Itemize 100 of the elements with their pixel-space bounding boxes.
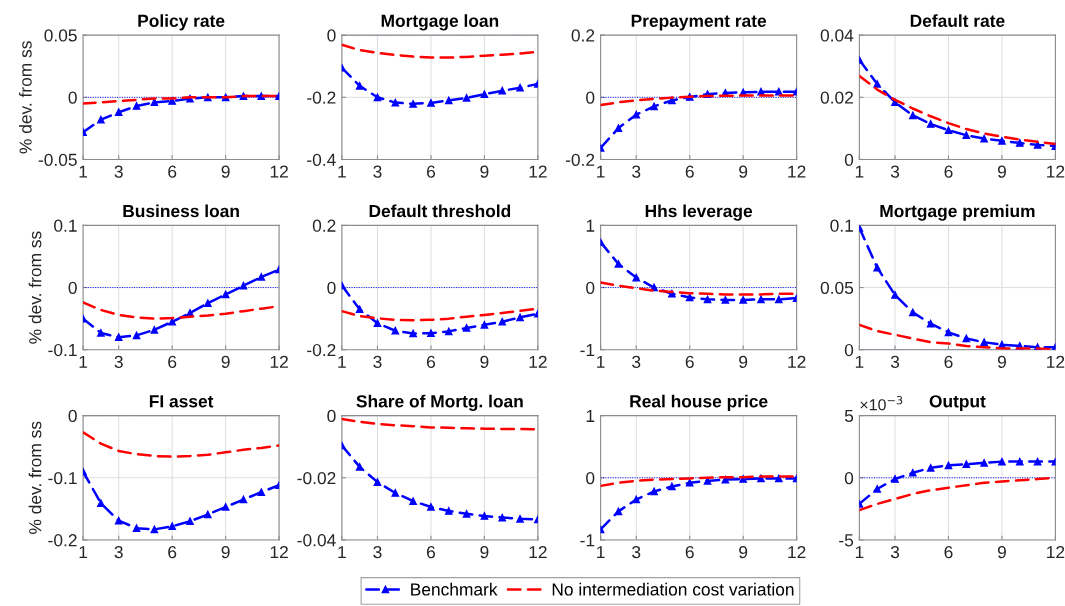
- x-tick-label: 6: [685, 165, 694, 178]
- y-tick-label: 0.2: [571, 29, 595, 42]
- y-tick-label: 0: [586, 471, 595, 485]
- x-tick-label: 12: [529, 355, 547, 368]
- x-tick-label: 12: [1047, 545, 1065, 559]
- x-tick-label: 12: [788, 355, 806, 368]
- x-tick-label: 6: [427, 355, 436, 369]
- x-tick-label: 12: [788, 165, 806, 178]
- x-tick-label: 6: [427, 545, 436, 559]
- y-tick-label: 0: [68, 409, 77, 423]
- y-axis-title: % dev. from ss: [28, 231, 42, 344]
- x-tick-label: 9: [997, 165, 1006, 178]
- y-tick-label: 0.1: [54, 219, 77, 232]
- x-tick-label: 3: [890, 545, 900, 559]
- y-tick-label: 0: [327, 29, 336, 42]
- y-tick-label: -0.2: [307, 91, 336, 104]
- x-tick-label: 1: [855, 546, 864, 559]
- y-tick-label: 0: [586, 281, 595, 295]
- x-tick-label: 12: [529, 545, 547, 559]
- y-tick-label: 1: [586, 219, 595, 232]
- y-tick-label: 0: [327, 409, 336, 423]
- y-tick-label: -0.05: [38, 153, 77, 166]
- y-tick-label: 5: [844, 409, 854, 423]
- x-tick-label: 12: [529, 165, 547, 178]
- y-tick-label: -0.04: [297, 534, 336, 547]
- x-tick-label: 9: [480, 355, 489, 369]
- x-tick-label: 9: [739, 545, 748, 559]
- x-tick-label: 1: [79, 355, 88, 368]
- x-tick-label: 3: [114, 545, 123, 559]
- chart-title: FI asset: [149, 395, 214, 408]
- chart-title: Prepayment rate: [631, 14, 767, 31]
- chart-title: Policy rate: [138, 14, 225, 31]
- x-tick-label: 6: [685, 355, 694, 369]
- chart-title: Mortgage loan: [381, 14, 499, 31]
- chart-title: Share of Mortg. loan: [356, 394, 523, 411]
- y-tick-label: 0: [844, 343, 854, 357]
- x-tick-label: 9: [221, 165, 230, 178]
- chart-title: Hhs leverage: [645, 204, 753, 221]
- y-tick-label: 0.05: [820, 281, 854, 295]
- chart-title: Default threshold: [369, 204, 511, 218]
- x-tick-label: 6: [168, 545, 177, 559]
- x-tick-label: 6: [168, 355, 177, 369]
- x-tick-label: 1: [855, 355, 864, 368]
- x-tick-label: 12: [1047, 355, 1065, 368]
- x-tick-label: 3: [373, 355, 382, 369]
- x-tick-label: 1: [79, 165, 88, 178]
- y-tick-label: -0.2: [48, 534, 77, 547]
- x-tick-label: 12: [270, 165, 288, 178]
- y-axis-title: % dev. from ss: [18, 41, 32, 154]
- y-tick-label: -0.2: [307, 343, 336, 357]
- y-tick-label: 0: [68, 91, 77, 104]
- x-tick-label: 6: [168, 165, 177, 178]
- y-tick-label: 0.1: [830, 219, 853, 232]
- chart-title: Default rate: [910, 14, 1005, 27]
- x-tick-label: 9: [739, 355, 748, 369]
- x-tick-label: 9: [739, 165, 748, 178]
- x-tick-label: 1: [338, 546, 346, 559]
- y-tick-label: 0.02: [820, 91, 853, 104]
- y-tick-label: 0: [844, 471, 854, 485]
- x-tick-label: 3: [373, 545, 382, 559]
- y-tick-label: 0: [327, 281, 336, 295]
- x-tick-label: 1: [79, 546, 88, 559]
- x-tick-label: 9: [997, 545, 1006, 559]
- x-tick-label: 9: [221, 545, 230, 559]
- legend-label: Benchmark: [411, 582, 498, 596]
- x-tick-label: 12: [270, 545, 288, 559]
- x-tick-label: 1: [338, 165, 346, 178]
- x-tick-label: 6: [685, 545, 694, 559]
- x-tick-label: 9: [997, 355, 1006, 369]
- x-tick-label: 1: [597, 546, 605, 559]
- y-tick-label: -0.1: [48, 343, 77, 357]
- y-tick-label: -0.2: [565, 153, 595, 166]
- x-tick-label: 1: [597, 165, 605, 178]
- y-tick-label: -0.4: [307, 153, 336, 166]
- y-axis-title: % dev. from ss: [28, 421, 42, 534]
- y-tick-label: 1: [586, 409, 595, 422]
- x-tick-label: 6: [944, 355, 953, 369]
- legend-label: No intermediation cost variation: [552, 582, 794, 596]
- x-tick-label: 3: [632, 355, 641, 369]
- x-tick-label: 3: [632, 545, 641, 559]
- x-tick-label: 3: [890, 165, 900, 178]
- chart-title: Business loan: [123, 204, 239, 218]
- x-tick-label: 1: [855, 165, 864, 178]
- chart-title: Output: [929, 395, 986, 411]
- x-tick-label: 3: [114, 165, 123, 178]
- y-tick-label: 0: [68, 281, 77, 295]
- chart-title: Mortgage premium: [880, 204, 1035, 221]
- x-tick-label: 12: [270, 355, 288, 368]
- x-tick-label: 6: [944, 545, 953, 559]
- y-tick-label: 0.2: [312, 219, 336, 232]
- chart-title: Real house price: [630, 394, 768, 411]
- x-tick-label: 9: [480, 545, 489, 559]
- x-tick-label: 6: [427, 165, 436, 178]
- x-tick-label: 1: [338, 355, 346, 368]
- y-tick-label: 0: [844, 153, 854, 166]
- x-tick-label: 9: [221, 355, 230, 369]
- x-tick-label: 6: [944, 165, 953, 178]
- y-tick-label: -1: [580, 534, 595, 547]
- y-tick-label: -1: [580, 344, 595, 356]
- y-tick-label: 0: [586, 91, 595, 104]
